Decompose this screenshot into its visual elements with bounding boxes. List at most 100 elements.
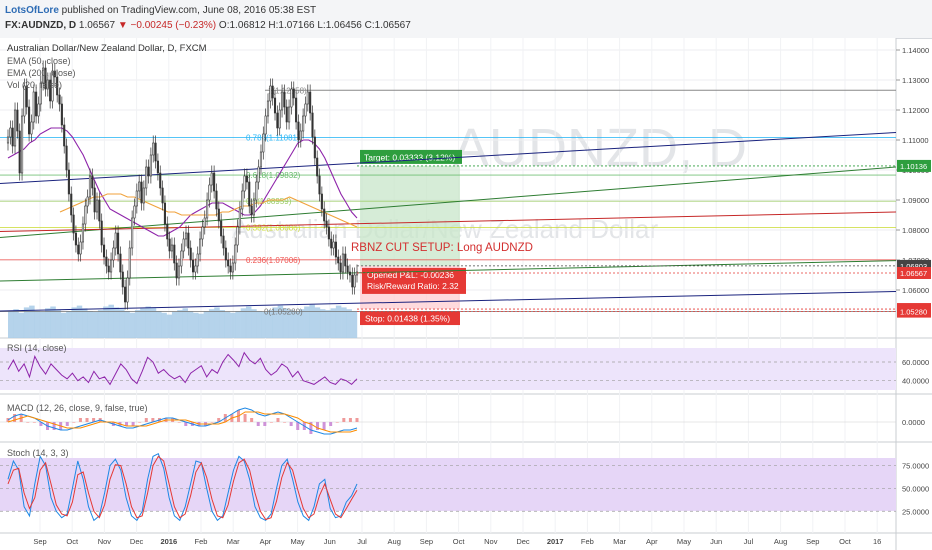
- candle-body: [280, 91, 284, 111]
- candle-body: [201, 226, 204, 240]
- rsi-band: [0, 348, 896, 390]
- volume-bar: [82, 308, 88, 338]
- candle-body: [271, 85, 274, 99]
- volume-bar: [171, 311, 178, 338]
- price-tag-label: 1.06567: [900, 269, 927, 278]
- macd-histogram-bar: [329, 422, 333, 426]
- candle-body: [44, 67, 47, 90]
- rsi-label[interactable]: RSI (14, close): [7, 343, 67, 353]
- candle-body: [21, 115, 24, 174]
- macd-histogram-bar: [65, 422, 69, 426]
- low-value: L:1.06456: [317, 20, 362, 31]
- volume-bar: [134, 310, 141, 338]
- volume-bar: [60, 312, 67, 338]
- candle-body: [213, 172, 216, 192]
- target-label: Target: 0.03333 (3.12%): [364, 152, 455, 162]
- x-tick-label: 16: [873, 537, 881, 546]
- watermark-symbol: AUDNZD, D: [453, 118, 747, 178]
- macd-histogram-bar: [210, 422, 214, 423]
- candle-body: [156, 160, 159, 174]
- risk-reward-label: Risk/Reward Ratio: 2.32: [367, 281, 459, 291]
- candle-body: [217, 208, 220, 222]
- candle-body: [121, 271, 124, 288]
- volume-bar: [341, 307, 347, 338]
- candle-body: [283, 91, 286, 108]
- author-link[interactable]: LotsOfLore: [5, 5, 59, 16]
- volume-bar: [18, 312, 25, 338]
- x-tick-label: Feb: [195, 537, 208, 546]
- candle-body: [46, 79, 49, 90]
- ema50-line: [7, 127, 358, 237]
- candle-body: [332, 241, 335, 249]
- macd-histogram-bar: [92, 418, 96, 422]
- stoch-tick-label: 25.0000: [902, 507, 929, 516]
- candle-body: [327, 226, 330, 240]
- macd-line: [7, 407, 358, 435]
- candle-body: [124, 286, 127, 303]
- candle-body: [206, 199, 209, 219]
- stoch-k-line: [7, 452, 358, 522]
- candle-body: [248, 181, 251, 207]
- price-chart[interactable]: AUDNZD, D Australian Dollar/New Zealand …: [0, 38, 932, 550]
- indicator-ema200-label[interactable]: EMA (200, close): [7, 68, 76, 78]
- macd-histogram-bar: [243, 414, 247, 422]
- candle-body: [56, 76, 59, 96]
- macd-histogram-bar: [32, 422, 36, 423]
- volume-bar: [203, 311, 210, 338]
- macd-histogram-bar: [263, 422, 267, 426]
- indicator-ema50-label[interactable]: EMA (50, close): [7, 56, 71, 66]
- price-tag-label: 1.06803: [900, 262, 927, 271]
- macd-histogram-bar: [177, 422, 181, 423]
- publish-line: LotsOfLore published on TradingView.com,…: [5, 5, 316, 16]
- stoch-label[interactable]: Stoch (14, 3, 3): [7, 448, 69, 458]
- candle-body: [114, 232, 117, 249]
- candle-body: [257, 166, 260, 183]
- macd-histogram-bar: [355, 418, 359, 422]
- candle-body: [187, 232, 190, 249]
- trendline: [0, 291, 897, 312]
- candle-body: [86, 196, 89, 207]
- fib-level-label: 0.236(1.07006): [246, 256, 301, 265]
- volume-bar: [314, 307, 321, 338]
- candle-body: [273, 97, 277, 114]
- candle-body: [276, 112, 279, 129]
- macd-signal-line: [7, 411, 358, 433]
- volume-bar: [145, 306, 151, 338]
- candle-body: [297, 121, 300, 141]
- volume-bar: [208, 309, 215, 338]
- volume-bar: [150, 307, 157, 338]
- candle-body: [77, 244, 80, 255]
- volume-bar: [251, 309, 257, 338]
- macd-histogram-bar: [283, 422, 287, 423]
- stoch-d-line: [7, 455, 358, 521]
- candle-body: [110, 259, 113, 273]
- candle-body: [11, 127, 14, 147]
- candle-body: [93, 187, 96, 213]
- candle-body: [184, 232, 188, 240]
- ohlc-line: FX:AUDNZD, D 1.06567 ▼ −0.00245 (−0.23%)…: [5, 20, 411, 31]
- fib-level-label: 0.5(1.08959): [246, 197, 292, 206]
- indicator-volume-label[interactable]: Vol (20, false): [7, 80, 62, 90]
- volume-bar: [103, 306, 109, 338]
- candle-body: [152, 142, 155, 156]
- x-tick-label: 2016: [160, 537, 177, 546]
- candle-body: [353, 274, 356, 288]
- volume-bar: [71, 307, 77, 338]
- candle-body: [299, 130, 302, 141]
- rsi-tick-label: 40.0000: [902, 377, 929, 386]
- volume-bar: [346, 309, 352, 338]
- volume-bar: [66, 311, 72, 338]
- candle-body: [159, 172, 162, 189]
- volume-bar: [119, 309, 125, 338]
- volume-bar: [97, 310, 104, 338]
- macd-label[interactable]: MACD (12, 26, close, 9, false, true): [7, 403, 148, 413]
- macd-histogram-bar: [250, 418, 254, 422]
- fib-level-label: 0.786(1.11081): [246, 134, 300, 143]
- macd-histogram-bar: [184, 422, 188, 426]
- candle-body: [131, 217, 134, 249]
- candle-body: [262, 133, 265, 153]
- candle-body: [35, 91, 38, 117]
- symbol-label[interactable]: FX:AUDNZD, D: [5, 20, 77, 31]
- x-tick-label: Feb: [581, 537, 594, 546]
- x-tick-label: Apr: [260, 537, 272, 546]
